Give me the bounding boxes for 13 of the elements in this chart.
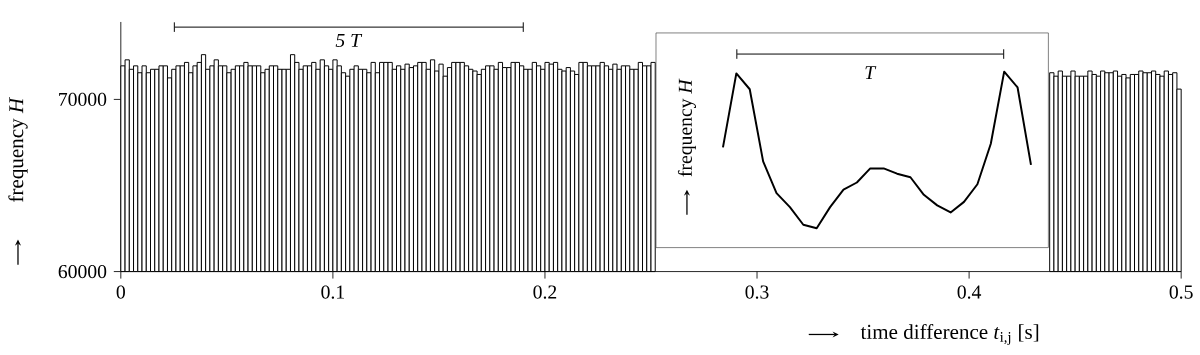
y-tick-label: 70000 (59, 92, 107, 106)
x-tick-label: 0.2 (533, 285, 557, 299)
y-axis-title: frequency H (8, 96, 28, 202)
annotation: 5 T (335, 33, 363, 47)
y-tick-label: 60000 (58, 264, 107, 278)
x-tick-label: 0.5 (1169, 285, 1193, 299)
y-axis-title: frequency H (677, 78, 696, 177)
x-axis-title: time difference t$_{i,j}$ [s] (860, 323, 1039, 345)
annotation: T (865, 65, 877, 79)
x-tick-label: 0.4 (957, 285, 982, 299)
x-tick-label: 0.1 (321, 285, 344, 299)
x-tick-label: 0.3 (745, 285, 769, 299)
x-tick-label: 0 (116, 285, 125, 299)
